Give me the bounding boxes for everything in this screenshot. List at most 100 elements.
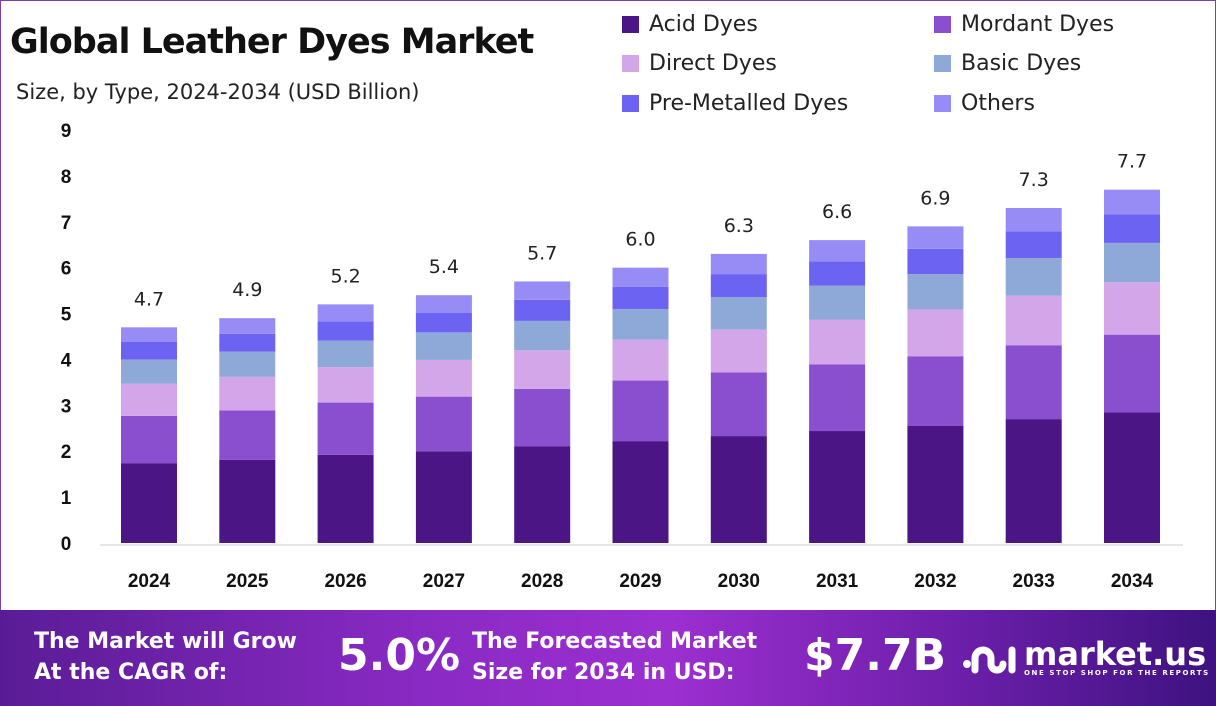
bar-segment-mordant-dyes [907, 356, 964, 426]
legend-label: Basic Dyes [961, 51, 1082, 76]
total-label: 6.6 [822, 201, 852, 223]
bar-segment-direct-dyes [415, 359, 472, 397]
bar-segment-direct-dyes [514, 350, 571, 389]
y-tick-label: 1 [61, 488, 72, 509]
bar-segment-acid-dyes [121, 463, 177, 543]
bar-segment-pre-metalled-dyes [121, 342, 177, 360]
total-label: 6.3 [724, 215, 754, 237]
legend-swatch [622, 16, 639, 33]
bar-segment-basic-dyes [1005, 258, 1062, 296]
cagr-label-line1: The Market will Grow [34, 629, 297, 654]
x-tick-label: 2024 [128, 571, 171, 592]
bar-segment-direct-dyes [809, 319, 866, 365]
bar-segment-acid-dyes [809, 431, 866, 543]
bar-segment-basic-dyes [1104, 242, 1160, 283]
logo-name: market.us [1024, 635, 1207, 673]
bar-segment-acid-dyes [219, 459, 276, 543]
logo-tagline: ONE STOP SHOP FOR THE REPORTS [1024, 669, 1210, 677]
cagr-label-line2: At the CAGR of: [34, 660, 228, 685]
y-tick-label: 5 [61, 305, 72, 326]
bar-segment-direct-dyes [1005, 295, 1062, 346]
bar-segment-mordant-dyes [219, 410, 276, 460]
x-tick-label: 2025 [226, 571, 269, 592]
bar-segment-mordant-dyes [514, 388, 571, 447]
bar-segment-mordant-dyes [415, 396, 472, 452]
bar-segment-mordant-dyes [317, 402, 374, 455]
legend-label: Others [961, 91, 1035, 116]
legend-item: Pre-Metalled Dyes [622, 91, 848, 116]
footer-banner: The Market will Grow At the CAGR of: 5.0… [0, 610, 1216, 706]
bar-segment-others [1104, 189, 1160, 215]
bar-segment-others [219, 318, 276, 334]
bar-segment-basic-dyes [121, 359, 177, 384]
forecast-label: The Forecasted Market Size for 2034 in U… [472, 626, 757, 688]
bar-segment-direct-dyes [612, 339, 669, 381]
stacked-bar-chart: 0 1 2 3 4 5 6 7 8 9 4.7 2024 4.9 2025 5.2 2026 5.4 2027 5.… [61, 121, 1183, 592]
chart-title: Global Leather Dyes Market [10, 22, 534, 62]
bar-segment-acid-dyes [1005, 419, 1062, 543]
bar-segment-others [710, 253, 767, 275]
bar-segment-pre-metalled-dyes [1104, 214, 1160, 243]
forecast-label-line1: The Forecasted Market [472, 629, 758, 654]
legend-swatch [934, 16, 951, 33]
bar-segment-pre-metalled-dyes [514, 299, 571, 321]
market-us-logo: market.us ONE STOP SHOP FOR THE REPORTS [962, 638, 1210, 678]
x-tick-label: 2030 [718, 571, 760, 592]
bar-segment-mordant-dyes [809, 364, 866, 432]
legend-label: Mordant Dyes [961, 12, 1115, 37]
bar-segment-pre-metalled-dyes [809, 261, 866, 286]
legend-label: Pre-Metalled Dyes [649, 91, 849, 116]
bar-segment-others [907, 226, 964, 249]
bar-segment-direct-dyes [219, 376, 276, 411]
bar-segment-acid-dyes [317, 454, 374, 543]
bar-segment-pre-metalled-dyes [1005, 231, 1062, 259]
bar-segment-basic-dyes [219, 351, 276, 377]
legend-swatch [622, 95, 639, 112]
y-tick-label: 9 [61, 121, 72, 142]
bar-segment-basic-dyes [514, 320, 571, 351]
bar-segment-pre-metalled-dyes [317, 321, 374, 341]
bar-segment-basic-dyes [809, 285, 866, 320]
bar-segment-others [514, 281, 571, 300]
bar-segment-others [415, 295, 472, 313]
bar-segment-basic-dyes [612, 308, 669, 340]
legend-item: Direct Dyes [622, 51, 777, 76]
bar-segment-acid-dyes [415, 451, 472, 543]
total-label: 5.7 [527, 242, 557, 264]
total-label: 7.3 [1019, 169, 1049, 191]
x-tick-label: 2034 [1111, 571, 1154, 592]
bar-segment-pre-metalled-dyes [415, 312, 472, 333]
bar-segment-direct-dyes [317, 367, 374, 403]
total-label: 5.4 [429, 256, 459, 278]
bar-segment-basic-dyes [317, 340, 374, 368]
bar-segment-direct-dyes [907, 309, 964, 357]
bar-segment-acid-dyes [514, 446, 571, 543]
y-tick-label: 7 [61, 213, 72, 234]
bar-segment-mordant-dyes [121, 415, 177, 464]
chart-subtitle: Size, by Type, 2024-2034 (USD Billion) [16, 80, 420, 104]
bar-segment-others [612, 267, 669, 287]
y-tick-label: 2 [61, 442, 72, 463]
cagr-value: 5.0% [338, 630, 461, 681]
y-tick-label: 0 [61, 534, 72, 555]
legend-label: Acid Dyes [649, 12, 758, 37]
bar-segment-mordant-dyes [1104, 334, 1160, 413]
bar-segment-others [809, 240, 866, 262]
x-tick-label: 2031 [816, 571, 859, 592]
legend-item: Others [934, 91, 1035, 116]
bar-segment-acid-dyes [907, 425, 964, 543]
total-label: 6.0 [625, 229, 655, 251]
bar-segment-basic-dyes [907, 274, 964, 310]
bar-segment-pre-metalled-dyes [219, 333, 276, 352]
bar-segment-acid-dyes [612, 441, 669, 543]
x-tick-label: 2032 [914, 571, 956, 592]
bar-segment-mordant-dyes [1005, 345, 1062, 420]
bar-segment-direct-dyes [1104, 282, 1160, 335]
x-tick-label: 2028 [521, 571, 563, 592]
bar-segment-direct-dyes [710, 329, 767, 373]
legend-swatch [934, 55, 951, 72]
forecast-label-line2: Size for 2034 in USD: [472, 660, 735, 685]
x-tick-label: 2033 [1013, 571, 1055, 592]
bar-segment-acid-dyes [1104, 412, 1160, 543]
total-label: 5.2 [330, 265, 360, 287]
